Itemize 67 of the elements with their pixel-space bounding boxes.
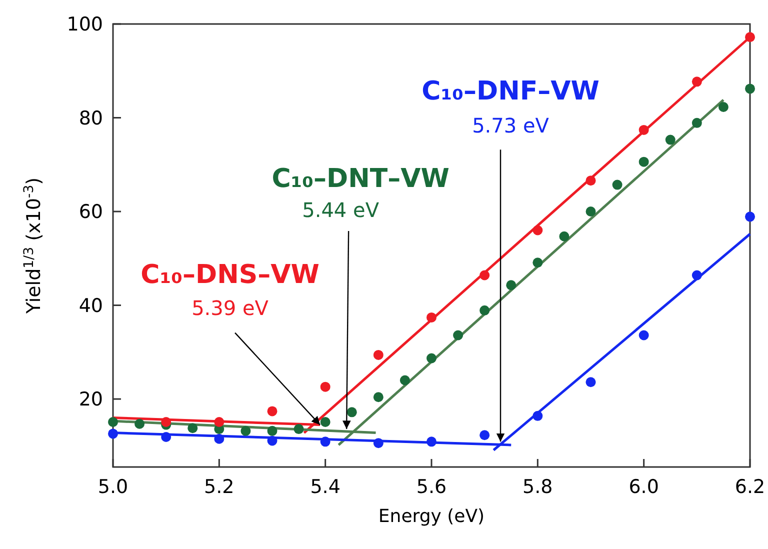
point (240, 426, 251, 436)
point (480, 270, 490, 280)
point (480, 430, 490, 440)
y-tick-label: 20 (78, 388, 103, 411)
point (532, 410, 543, 421)
point (638, 156, 649, 167)
x-tick-label: 5.6 (416, 476, 447, 498)
point (373, 392, 384, 402)
point (373, 438, 384, 448)
point (745, 212, 755, 222)
annotation: 5.73 eV (472, 114, 550, 138)
y-tick-label: 80 (78, 107, 103, 130)
point (532, 225, 543, 236)
point (586, 176, 596, 186)
point (745, 84, 755, 94)
annotation: 5.39 eV (192, 296, 269, 320)
x-tick-label: 5.8 (522, 476, 553, 498)
point (346, 407, 357, 418)
point (267, 426, 278, 436)
point (426, 312, 436, 322)
point (320, 382, 330, 392)
point (400, 375, 410, 386)
point (692, 118, 702, 128)
point (532, 258, 543, 268)
point (586, 206, 596, 217)
x-tick-label: 6.2 (734, 476, 766, 498)
point (665, 134, 676, 145)
text: C₁₀–DNT–VW (272, 164, 450, 194)
point (718, 102, 728, 112)
point (320, 416, 330, 427)
point (214, 434, 224, 444)
x-tick-label: 5.4 (310, 476, 340, 498)
point (214, 416, 224, 427)
point (745, 32, 755, 42)
point (559, 231, 570, 242)
x-tick-label: 5.0 (98, 476, 128, 498)
x-tick-label: 5.2 (204, 476, 234, 498)
point (638, 330, 649, 340)
point (161, 432, 172, 442)
point (453, 330, 464, 340)
point (506, 280, 516, 290)
point (426, 353, 436, 364)
point (480, 305, 490, 316)
point (692, 76, 702, 87)
point (612, 180, 622, 190)
x-tick-label: 6.0 (628, 476, 659, 498)
point (267, 436, 278, 446)
point (267, 406, 278, 416)
y-tick-label: 40 (78, 294, 103, 317)
point (373, 350, 384, 360)
y-tick-label: 100 (66, 14, 103, 36)
x-axis-title: Energy (eV) (378, 506, 485, 527)
text: C₁₀–DNF–VW (422, 76, 600, 107)
point (188, 423, 198, 434)
point (294, 424, 304, 434)
point (134, 418, 145, 429)
point (161, 416, 172, 427)
annotation: 5.44 eV (302, 198, 380, 222)
point (108, 428, 118, 439)
y-tick-label: 60 (78, 201, 103, 224)
point (586, 377, 596, 388)
point (692, 270, 702, 280)
point (426, 436, 436, 447)
point (320, 436, 330, 447)
point (108, 416, 118, 427)
point (638, 124, 649, 135)
text: C₁₀–DNS–VW (140, 260, 320, 290)
